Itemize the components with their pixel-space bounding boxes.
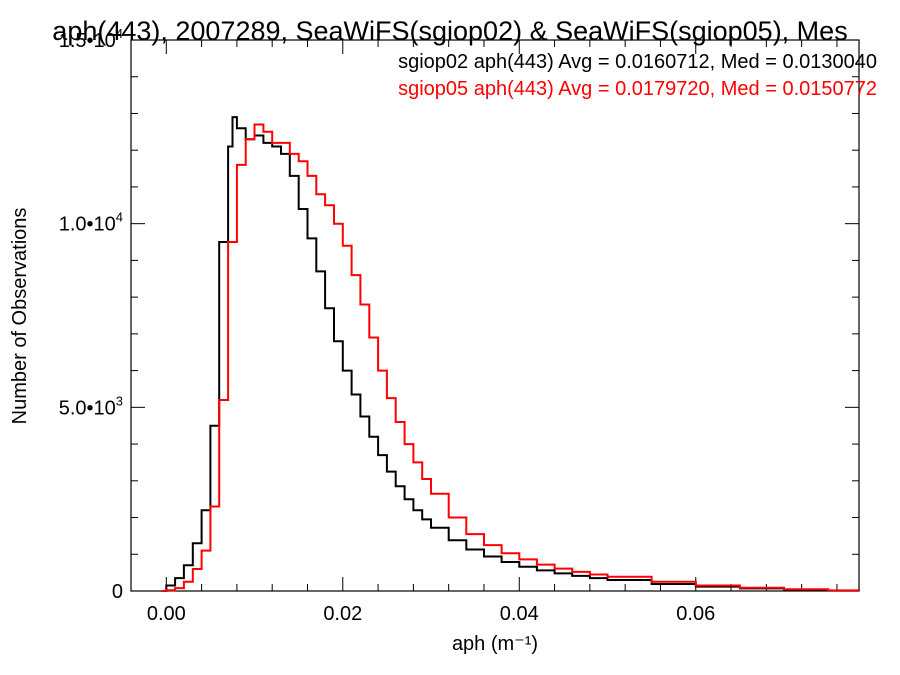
series-group	[161, 116, 860, 592]
y-axis-label: Number of Observations	[9, 208, 31, 425]
y-axis: 0 5.0•103 1.0•104 1.5•104	[59, 26, 859, 603]
y-tick-label: 5.0•103	[59, 393, 123, 419]
y-tick-label: 1.0•104	[59, 210, 123, 236]
x-axis-label: aph (m⁻¹)	[452, 633, 538, 655]
legend-entry-sgiop05: sgiop05 aph(443) Avg = 0.0179720, Med = …	[398, 78, 877, 100]
x-axis: 0.00 0.02 0.04 0.06	[130, 40, 838, 625]
series-sgiop05-line	[161, 123, 860, 592]
legend-entry-sgiop02: sgiop02 aph(443) Avg = 0.0160712, Med = …	[398, 51, 877, 73]
x-tick-label: 0.02	[323, 603, 362, 625]
plot-frame	[130, 39, 860, 592]
series-sgiop02-line	[161, 116, 860, 592]
y-tick-label: 0	[112, 581, 123, 603]
y-tick-label: 1.5•104	[59, 26, 123, 52]
legend: sgiop02 aph(443) Avg = 0.0160712, Med = …	[398, 51, 877, 100]
x-tick-label: 0.04	[500, 603, 539, 625]
chart-title: aph(443), 2007289, SeaWiFS(sgiop02) & Se…	[52, 16, 847, 46]
x-tick-label: 0.00	[147, 603, 186, 625]
x-tick-label: 0.06	[676, 603, 715, 625]
